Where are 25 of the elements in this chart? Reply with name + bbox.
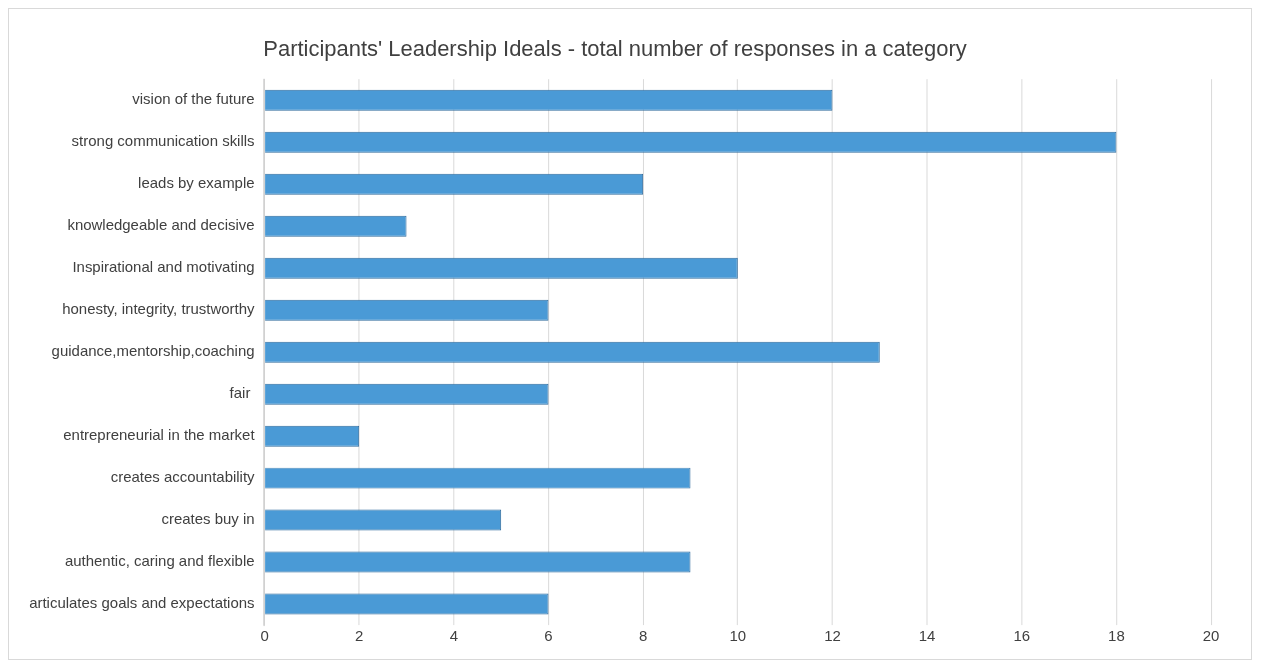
x-tick-label: 2 bbox=[355, 627, 364, 645]
chart-title: Participants' Leadership Ideals - total number of responses in a category bbox=[263, 36, 967, 62]
y-tick-label: leads by example bbox=[138, 174, 255, 192]
x-tick-label: 20 bbox=[1202, 627, 1220, 645]
y-tick-label: creates accountability bbox=[110, 468, 256, 486]
x-tick-label: 4 bbox=[449, 627, 459, 645]
x-tick-label: 8 bbox=[639, 627, 648, 645]
y-tick-label: Inspirational and motivating bbox=[72, 258, 255, 276]
x-tick-label: 16 bbox=[1013, 627, 1031, 645]
y-tick-label: articulates goals and expectations bbox=[29, 594, 255, 612]
y-tick-label: guidance,mentorship,coaching bbox=[51, 342, 255, 360]
x-tick-label: 6 bbox=[544, 627, 553, 645]
y-tick-label: knowledgeable and decisive bbox=[67, 216, 255, 234]
x-tick-label: 0 bbox=[260, 627, 269, 645]
y-tick-label: entrepreneurial in the market bbox=[63, 426, 256, 444]
y-tick-label: honesty, integrity, trustworthy bbox=[62, 300, 256, 318]
x-tick-label: 12 bbox=[824, 627, 841, 645]
y-tick-label: strong communication skills bbox=[71, 132, 255, 150]
y-tick-label: fair bbox=[229, 384, 255, 402]
y-tick-label: authentic, caring and flexible bbox=[64, 552, 255, 570]
x-tick-label: 10 bbox=[729, 627, 747, 645]
x-tick-label: 18 bbox=[1108, 627, 1125, 645]
x-tick-label: 14 bbox=[918, 627, 936, 645]
y-tick-label: creates buy in bbox=[161, 510, 255, 528]
y-tick-label: vision of the future bbox=[132, 90, 255, 108]
